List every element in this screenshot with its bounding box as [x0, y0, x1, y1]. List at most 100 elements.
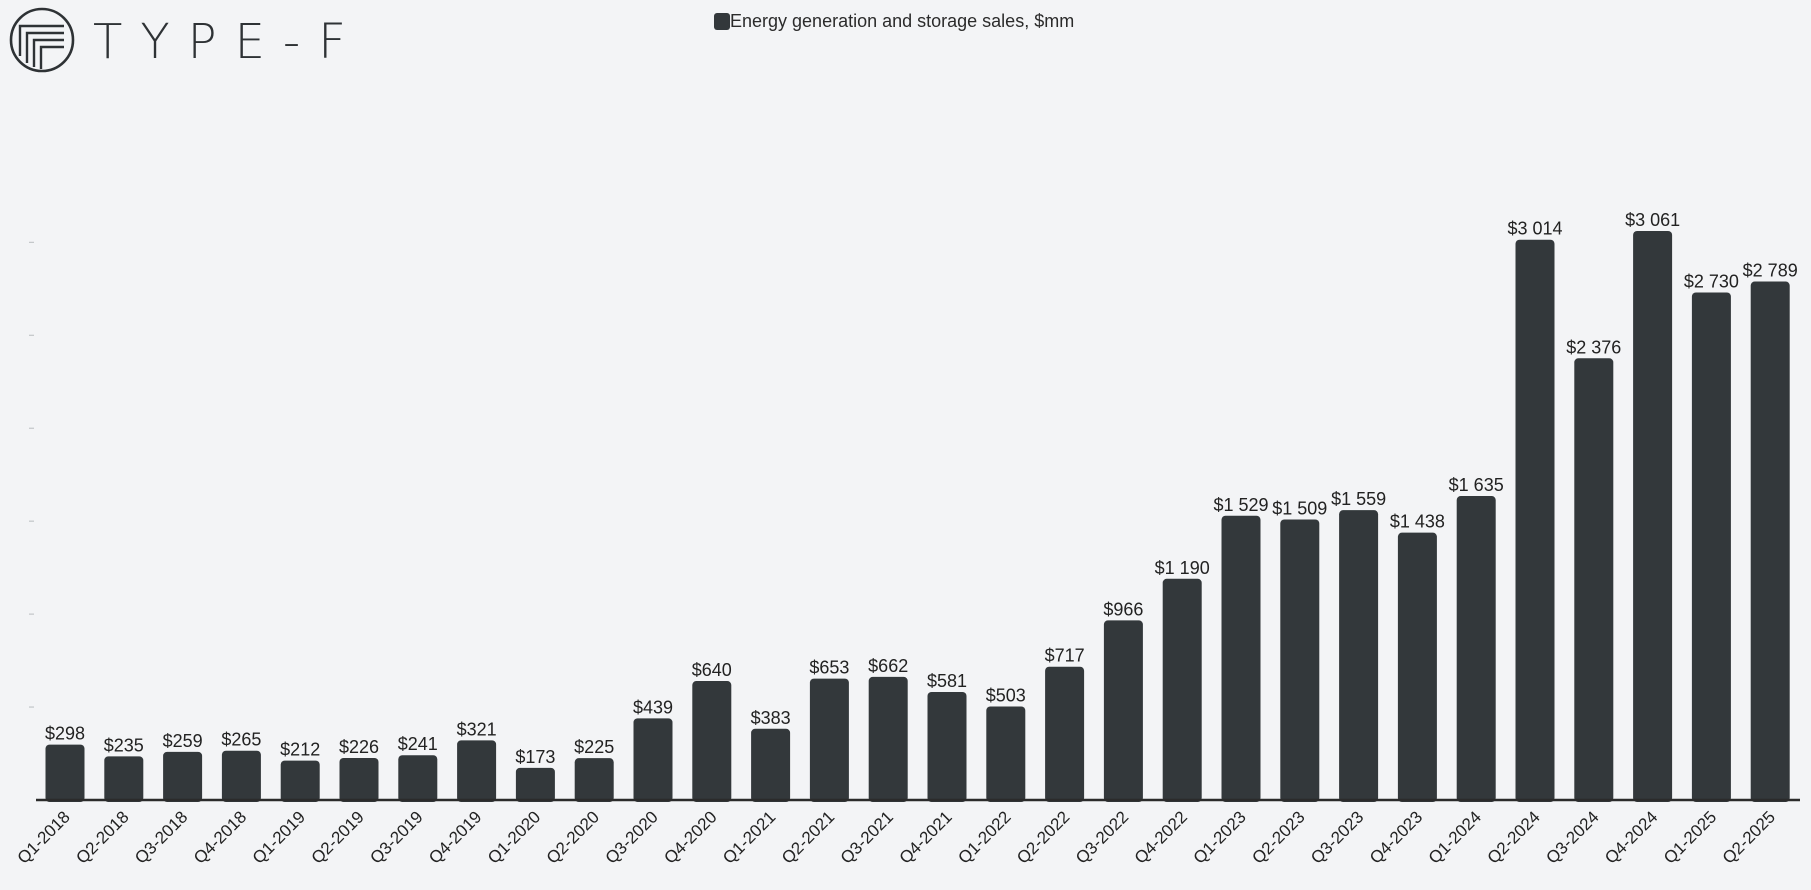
- logo-icon: [9, 7, 75, 73]
- data-label-Q3-2018: $259: [163, 731, 203, 751]
- legend-label: Energy generation and storage sales, $mm: [730, 10, 1075, 31]
- bar-Q1-2024: [1456, 496, 1496, 802]
- bar-Q1-2018: [45, 744, 85, 802]
- x-tick-label-Q2-2018: Q2-2018: [72, 807, 132, 867]
- x-tick-label-Q4-2021: Q4-2021: [896, 807, 956, 867]
- bar-Q1-2020: [515, 767, 555, 802]
- x-axis-labels-layer: Q1-2018Q2-2018Q3-2018Q4-2018Q1-2019Q2-20…: [14, 807, 1779, 867]
- x-tick-label-Q2-2021: Q2-2021: [778, 807, 838, 867]
- x-tick-label-Q4-2019: Q4-2019: [425, 807, 485, 867]
- bar-Q2-2022: [1045, 666, 1085, 802]
- data-label-Q2-2020: $225: [574, 737, 614, 757]
- chart-legend: Energy generation and storage sales, $mm: [714, 10, 1074, 32]
- data-label-Q2-2023: $1 509: [1272, 498, 1327, 518]
- y-axis-ticks: [29, 241, 34, 708]
- bar-Q2-2019: [339, 757, 379, 802]
- x-tick-label-Q2-2022: Q2-2022: [1013, 807, 1073, 867]
- data-label-Q3-2023: $1 559: [1331, 489, 1386, 509]
- data-label-Q4-2024: $3 061: [1625, 210, 1680, 230]
- bars-layer: [45, 230, 1790, 803]
- x-tick-label-Q1-2025: Q1-2025: [1660, 807, 1720, 867]
- bar-Q1-2025: [1691, 292, 1731, 802]
- bar-Q1-2022: [986, 706, 1026, 802]
- data-label-Q4-2019: $321: [457, 719, 497, 739]
- bar-Q4-2022: [1162, 578, 1202, 802]
- x-tick-label-Q1-2022: Q1-2022: [954, 807, 1014, 867]
- data-label-Q4-2021: $581: [927, 671, 967, 691]
- x-tick-label-Q4-2022: Q4-2022: [1131, 807, 1191, 867]
- x-tick-label-Q1-2020: Q1-2020: [484, 807, 544, 867]
- data-label-Q3-2024: $2 376: [1566, 337, 1621, 357]
- x-tick-label-Q2-2023: Q2-2023: [1248, 807, 1308, 867]
- x-tick-label-Q3-2019: Q3-2019: [366, 807, 426, 867]
- x-tick-label-Q4-2024: Q4-2024: [1601, 807, 1661, 867]
- bar-Q3-2018: [163, 751, 203, 802]
- x-tick-label-Q4-2023: Q4-2023: [1366, 807, 1426, 867]
- bar-Q1-2019: [280, 760, 320, 802]
- x-tick-label-Q3-2024: Q3-2024: [1542, 807, 1602, 867]
- x-tick-label-Q1-2021: Q1-2021: [719, 807, 779, 867]
- bar-Q4-2019: [457, 740, 497, 802]
- x-tick-label-Q2-2025: Q2-2025: [1719, 807, 1779, 867]
- data-label-Q1-2020: $173: [515, 747, 555, 767]
- x-tick-label-Q2-2020: Q2-2020: [543, 807, 603, 867]
- bar-Q4-2018: [221, 750, 261, 802]
- data-label-Q4-2018: $265: [221, 730, 261, 750]
- x-tick-label-Q3-2021: Q3-2021: [837, 807, 897, 867]
- data-label-Q2-2025: $2 789: [1743, 261, 1798, 281]
- bar-Q3-2020: [633, 718, 673, 802]
- bar-Q4-2024: [1633, 230, 1673, 803]
- x-tick-label-Q1-2018: Q1-2018: [14, 807, 74, 867]
- data-label-Q1-2022: $503: [986, 685, 1026, 705]
- data-labels-layer: $298 $235 $259 $265 $212 $226 $241 $321 $173 $225…: [45, 210, 1798, 767]
- x-tick-label-Q1-2019: Q1-2019: [249, 807, 309, 867]
- data-label-Q1-2024: $1 635: [1449, 475, 1504, 495]
- data-label-Q1-2018: $298: [45, 724, 85, 744]
- data-label-Q2-2019: $226: [339, 737, 379, 757]
- data-label-Q2-2021: $653: [809, 658, 849, 678]
- data-label-Q2-2024: $3 014: [1507, 219, 1562, 239]
- data-label-Q4-2022: $1 190: [1155, 558, 1210, 578]
- bar-Q3-2021: [868, 676, 908, 802]
- x-tick-label-Q2-2019: Q2-2019: [308, 807, 368, 867]
- x-tick-label-Q4-2020: Q4-2020: [660, 807, 720, 867]
- data-label-Q3-2020: $439: [633, 697, 673, 717]
- bar-Q1-2021: [751, 728, 791, 802]
- bar-Q4-2020: [692, 681, 732, 802]
- data-label-Q4-2020: $640: [692, 660, 732, 680]
- data-label-Q4-2023: $1 438: [1390, 512, 1445, 532]
- x-tick-label-Q3-2018: Q3-2018: [131, 807, 191, 867]
- logo: TYPE-F: [8, 6, 346, 76]
- data-label-Q3-2022: $966: [1103, 599, 1143, 619]
- bar-Q2-2024: [1515, 239, 1555, 803]
- bar-Q4-2023: [1397, 532, 1437, 802]
- bar-Q3-2022: [1103, 620, 1143, 802]
- legend-swatch: [714, 12, 730, 30]
- data-label-Q1-2019: $212: [280, 740, 320, 760]
- bar-Q3-2019: [398, 755, 438, 802]
- x-tick-label-Q3-2022: Q3-2022: [1072, 807, 1132, 867]
- data-label-Q3-2019: $241: [398, 734, 438, 754]
- bar-Q2-2025: [1750, 281, 1790, 802]
- bar-Q3-2024: [1574, 358, 1614, 802]
- bar-Q3-2023: [1339, 510, 1379, 802]
- bar-Q2-2023: [1280, 519, 1320, 802]
- x-tick-label-Q1-2023: Q1-2023: [1190, 807, 1250, 867]
- data-label-Q1-2021: $383: [751, 708, 791, 728]
- bar-Q2-2021: [809, 678, 849, 802]
- x-tick-label-Q4-2018: Q4-2018: [190, 807, 250, 867]
- data-label-Q3-2021: $662: [868, 656, 908, 676]
- x-tick-label-Q3-2020: Q3-2020: [602, 807, 662, 867]
- bar-Q4-2021: [927, 691, 967, 802]
- data-label-Q2-2022: $717: [1045, 646, 1085, 666]
- x-tick-label-Q1-2024: Q1-2024: [1425, 807, 1485, 867]
- data-label-Q1-2023: $1 529: [1213, 495, 1268, 515]
- data-label-Q1-2025: $2 730: [1684, 271, 1739, 291]
- data-label-Q2-2018: $235: [104, 735, 144, 755]
- logo-text: TYPE-F: [93, 14, 364, 70]
- bar-Q1-2023: [1221, 515, 1261, 802]
- bar-Q2-2020: [574, 758, 614, 802]
- bar-Q2-2018: [104, 756, 144, 802]
